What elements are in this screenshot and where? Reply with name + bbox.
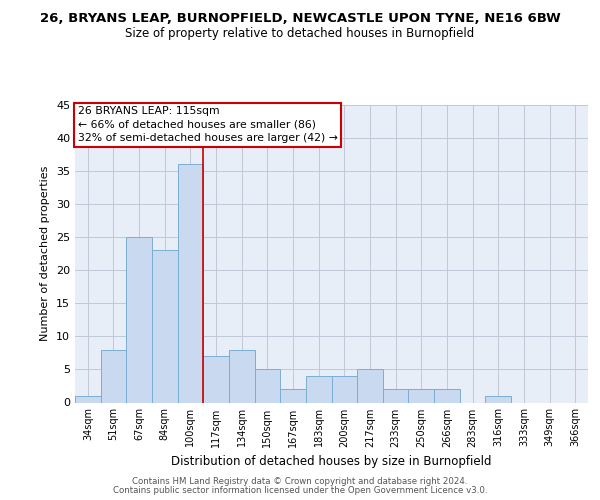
Text: Contains public sector information licensed under the Open Government Licence v3: Contains public sector information licen… xyxy=(113,486,487,495)
Bar xyxy=(152,250,178,402)
Y-axis label: Number of detached properties: Number of detached properties xyxy=(40,166,50,342)
Bar xyxy=(178,164,203,402)
X-axis label: Distribution of detached houses by size in Burnopfield: Distribution of detached houses by size … xyxy=(171,455,492,468)
Bar xyxy=(229,350,254,403)
Text: Contains HM Land Registry data © Crown copyright and database right 2024.: Contains HM Land Registry data © Crown c… xyxy=(132,477,468,486)
Bar xyxy=(75,396,101,402)
Bar xyxy=(280,390,306,402)
Bar xyxy=(383,390,409,402)
Text: Size of property relative to detached houses in Burnopfield: Size of property relative to detached ho… xyxy=(125,28,475,40)
Bar xyxy=(127,237,152,402)
Text: 26, BRYANS LEAP, BURNOPFIELD, NEWCASTLE UPON TYNE, NE16 6BW: 26, BRYANS LEAP, BURNOPFIELD, NEWCASTLE … xyxy=(40,12,560,26)
Bar xyxy=(331,376,357,402)
Bar xyxy=(434,390,460,402)
Bar xyxy=(485,396,511,402)
Text: 26 BRYANS LEAP: 115sqm
← 66% of detached houses are smaller (86)
32% of semi-det: 26 BRYANS LEAP: 115sqm ← 66% of detached… xyxy=(77,106,337,143)
Bar xyxy=(409,390,434,402)
Bar xyxy=(254,370,280,402)
Bar xyxy=(203,356,229,403)
Bar xyxy=(101,350,127,403)
Bar xyxy=(357,370,383,402)
Bar xyxy=(306,376,331,402)
